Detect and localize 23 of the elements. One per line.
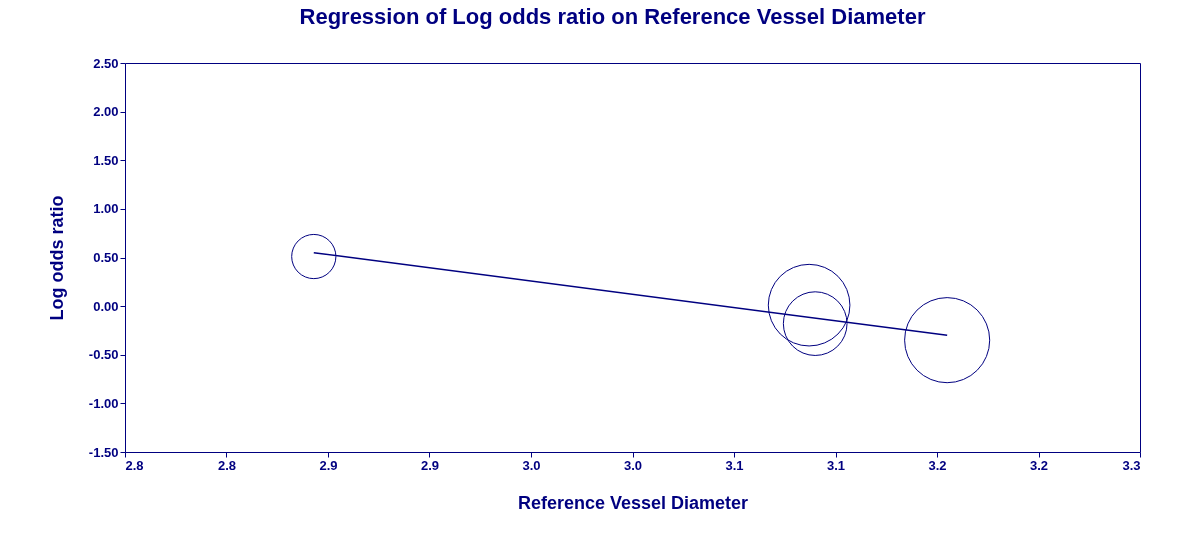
y-tick-label: 0.50 — [93, 250, 119, 265]
x-tick-label: 2.8 — [125, 457, 144, 473]
y-tick-label: -0.50 — [88, 347, 119, 363]
x-tick-label: 3.2 — [928, 457, 947, 473]
x-tick-label: 3.2 — [1029, 457, 1049, 473]
y-tick-label: -1.50 — [88, 444, 119, 460]
y-tick-label: 0.00 — [93, 298, 119, 314]
y-tick-label: 1.00 — [93, 201, 119, 217]
x-tick-label: 2.8 — [217, 457, 237, 473]
x-tick-label: 3.0 — [522, 457, 541, 473]
x-tick-label: 2.9 — [319, 457, 338, 473]
y-tick-label: -1.00 — [88, 395, 119, 411]
x-tick-label: 3.1 — [826, 457, 846, 473]
y-tick-label: 2.50 — [93, 55, 119, 71]
y-tick-label: 1.50 — [93, 152, 119, 168]
y-axis-title: Log odds ratio — [46, 195, 67, 321]
x-axis-title: Reference Vessel Diameter — [517, 492, 749, 513]
chart-title: Regression of Log odds ratio on Reference Vessel Diameter — [299, 4, 926, 29]
x-tick-label: 3.0 — [623, 457, 643, 473]
x-tick-label: 2.9 — [420, 457, 440, 473]
x-tick-label: 3.3 — [1122, 457, 1141, 473]
y-tick-label: 2.00 — [93, 104, 119, 120]
x-tick-label: 3.1 — [725, 457, 744, 473]
